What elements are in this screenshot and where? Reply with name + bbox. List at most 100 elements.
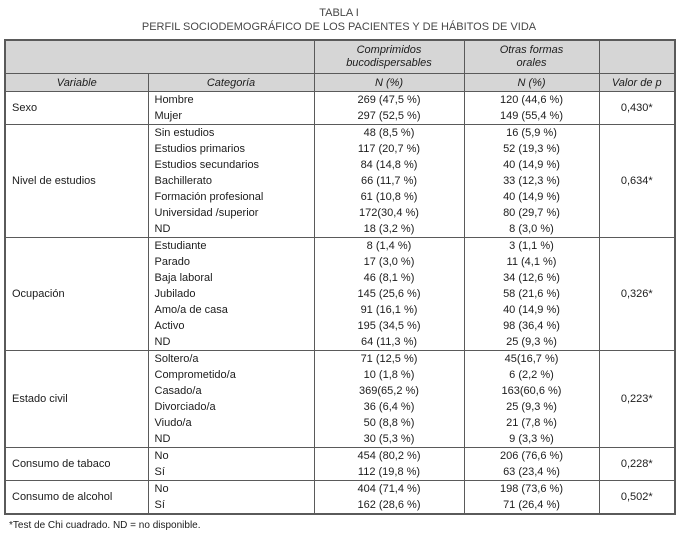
group-header-row: Comprimidos bucodispersables Otras forma… [4,39,676,74]
category-cell: Soltero/a [147,350,315,367]
group-header-comprimidos: Comprimidos bucodispersables [313,39,465,74]
col-header-valor-p: Valor de p [598,73,676,92]
p-value-cell: 0,634* [598,124,676,238]
table-row: Baja laboral 46 (8,1 %) 34 (12,6 %) [5,270,675,286]
n-comprimidos-cell: 269 (47,5 %) [313,91,465,108]
table-row: Estado civil Soltero/a 71 (12,5 %) 45(16,7 … [4,350,676,448]
p-value-cell: 0,430* [598,91,676,125]
n-otras-cell: 25 (9,3 %) [463,334,600,351]
table-row: Nivel de estudios Sin estudios 48 (8,5 %) 1… [4,124,676,238]
n-otras-cell: 16 (5,9 %) [463,124,600,141]
n-comprimidos-cell: 172(30,4 %) [313,205,465,221]
category-cell: Viudo/a [147,415,315,431]
variable-cell: Nivel de estudios [4,124,149,238]
n-comprimidos-cell: 91 (16,1 %) [313,302,465,318]
category-cell: Amo/a de casa [147,302,315,318]
n-otras-cell: 34 (12,6 %) [463,270,600,286]
category-cell: Baja laboral [147,270,315,286]
n-otras-cell: 80 (29,7 %) [463,205,600,221]
n-comprimidos-cell: 8 (1,4 %) [313,237,465,254]
table-row: Casado/a 369(65,2 %) 163(60,6 %) [5,383,675,399]
table-body: Sexo Hombre 269 (47,5 %) 120 (44,6 %) 0,430*… [4,91,676,514]
col-header-categoria: Categoría [147,73,315,92]
category-cell: Estudiante [147,237,315,254]
n-otras-cell: 33 (12,3 %) [463,173,600,189]
n-otras-cell: 21 (7,8 %) [463,415,600,431]
n-comprimidos-cell: 30 (5,3 %) [313,431,465,448]
table-row: Jubilado 145 (25,6 %) 58 (21,6 %) [5,286,675,302]
variable-cell: Consumo de tabaco [4,447,149,481]
category-cell: ND [147,334,315,351]
col-header-n-otras: N (%) [463,73,600,92]
category-cell: ND [147,431,315,448]
col-header-n-comprimidos: N (%) [313,73,465,92]
n-comprimidos-cell: 17 (3,0 %) [313,254,465,270]
n-comprimidos-cell: 454 (80,2 %) [313,447,465,464]
table-row: Divorciado/a 36 (6,4 %) 25 (9,3 %) [5,399,675,415]
table-row: Ocupación Estudiante 8 (1,4 %) 3 (1,1 %) 0,3… [4,237,676,351]
table-row: Amo/a de casa 91 (16,1 %) 40 (14,9 %) [5,302,675,318]
n-otras-cell: 198 (73,6 %) [463,480,600,497]
n-otras-cell: 98 (36,4 %) [463,318,600,334]
n-otras-cell: 11 (4,1 %) [463,254,600,270]
variable-cell: Ocupación [4,237,149,351]
n-comprimidos-cell: 36 (6,4 %) [313,399,465,415]
category-cell: Comprometido/a [147,367,315,383]
n-otras-cell: 6 (2,2 %) [463,367,600,383]
category-cell: Universidad /superior [147,205,315,221]
n-comprimidos-cell: 369(65,2 %) [313,383,465,399]
p-value-cell: 0,228* [598,447,676,481]
n-comprimidos-cell: 18 (3,2 %) [313,221,465,238]
category-cell: ND [147,221,315,238]
table-row: Sí 112 (19,8 %) 63 (23,4 %) [5,464,675,481]
p-value-cell: 0,502* [598,480,676,514]
table-row: Viudo/a 50 (8,8 %) 21 (7,8 %) [5,415,675,431]
n-otras-cell: 206 (76,6 %) [463,447,600,464]
n-otras-cell: 9 (3,3 %) [463,431,600,448]
n-otras-cell: 120 (44,6 %) [463,91,600,108]
category-cell: Divorciado/a [147,399,315,415]
table-row: Formación profesional 61 (10,8 %) 40 (14,9… [5,189,675,205]
table-header: Comprimidos bucodispersables Otras forma… [4,39,676,92]
table-title-block: TABLA I PERFIL SOCIODEMOGRÁFICO DE LOS P… [4,7,674,34]
n-comprimidos-cell: 48 (8,5 %) [313,124,465,141]
n-comprimidos-cell: 195 (34,5 %) [313,318,465,334]
n-comprimidos-cell: 61 (10,8 %) [313,189,465,205]
n-comprimidos-cell: 117 (20,7 %) [313,141,465,157]
n-comprimidos-cell: 64 (11,3 %) [313,334,465,351]
variable-cell: Estado civil [4,350,149,448]
table-row: Consumo de alcohol No 404 (71,4 %) 198 (73,… [4,480,676,514]
n-comprimidos-cell: 145 (25,6 %) [313,286,465,302]
n-comprimidos-cell: 84 (14,8 %) [313,157,465,173]
table-caption: PERFIL SOCIODEMOGRÁFICO DE LOS PACIENTES… [141,20,537,33]
n-otras-cell: 40 (14,9 %) [463,157,600,173]
table-row: Consumo de tabaco No 454 (80,2 %) 206 (76,6… [4,447,676,481]
table-row: Parado 17 (3,0 %) 11 (4,1 %) [5,254,675,270]
page: TABLA I PERFIL SOCIODEMOGRÁFICO DE LOS P… [4,7,676,531]
category-cell: Formación profesional [147,189,315,205]
table-row: ND 30 (5,3 %) 9 (3,3 %) [5,431,675,448]
category-cell: Casado/a [147,383,315,399]
n-otras-cell: 71 (26,4 %) [463,497,600,514]
p-value-cell: 0,326* [598,237,676,351]
category-cell: Hombre [147,91,315,108]
category-cell: Estudios secundarios [147,157,315,173]
n-otras-cell: 58 (21,6 %) [463,286,600,302]
header-spacer-left [4,39,315,74]
n-comprimidos-cell: 50 (8,8 %) [313,415,465,431]
table-row: ND 18 (3,2 %) 8 (3,0 %) [5,221,675,238]
n-otras-cell: 52 (19,3 %) [463,141,600,157]
n-otras-cell: 25 (9,3 %) [463,399,600,415]
n-comprimidos-cell: 10 (1,8 %) [313,367,465,383]
table-row: Comprometido/a 10 (1,8 %) 6 (2,2 %) [5,367,675,383]
category-cell: Jubilado [147,286,315,302]
header-spacer-right [598,39,676,74]
category-cell: Mujer [147,108,315,125]
col-header-variable: Variable [4,73,149,92]
category-cell: Estudios primarios [147,141,315,157]
table-row: Sexo Hombre 269 (47,5 %) 120 (44,6 %) 0,430* [4,91,676,125]
category-cell: No [147,447,315,464]
category-cell: Sí [147,464,315,481]
variable-cell: Sexo [4,91,149,125]
group-header-otras-formas: Otras formas orales [463,39,600,74]
